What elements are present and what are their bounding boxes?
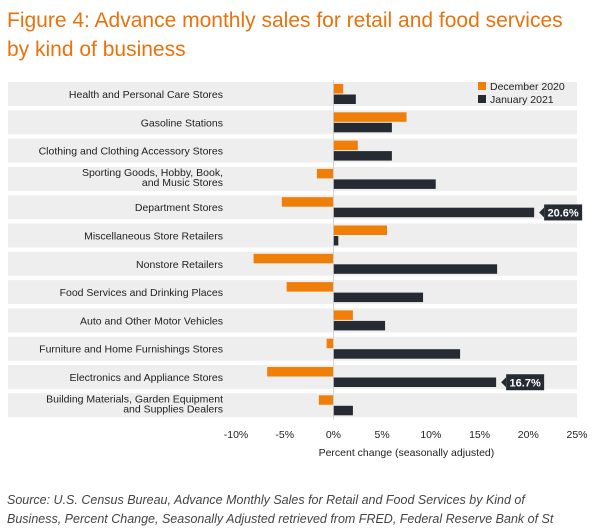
row-band-sporting-goods-hobby-book-and-music-stores: [8, 166, 577, 191]
source-note: Source: U.S. Census Bureau, Advance Mont…: [7, 491, 600, 529]
chart-title-line-1: Figure 4: Advance monthly sales for reta…: [7, 9, 563, 32]
category-label-department-stores-line-1: Department Stores: [135, 202, 223, 214]
x-tick-label: 0%: [326, 429, 341, 441]
category-label-gasoline-stations-line-1: Gasoline Stations: [141, 117, 223, 129]
callout-label-20-6: 20.6%: [548, 207, 579, 219]
bar-december-2020-sporting-goods-hobby-book-and-music-stores: [316, 168, 334, 179]
bar-january-2021-clothing-and-clothing-accessory-stores: [333, 151, 392, 161]
x-tick-label: 25%: [566, 429, 587, 441]
bar-chart: Health and Personal Care Stores Gasoline …: [8, 80, 588, 459]
bar-december-2020-auto-and-other-motor-vehicles: [333, 310, 353, 320]
x-tick-label: 20%: [518, 429, 539, 441]
category-label-sporting-goods-hobby-book-and-music-stores-line-2: and Music Stores: [142, 177, 223, 189]
callout-box-20-6: [544, 204, 583, 221]
category-label-auto-and-other-motor-vehicles-line-1: Auto and Other Motor Vehicles: [80, 315, 223, 327]
bar-december-2020-department-stores: [281, 197, 334, 207]
row-band-building-materials-garden-equipment-and-supplies-dealers: [8, 393, 577, 418]
category-label-nonstore-retailers-line-1: Nonstore Retailers: [136, 259, 223, 271]
bar-january-2021-building-materials-garden-equipment-and-supplies-dealers: [333, 405, 353, 416]
legend-swatch-january-2021: [478, 95, 486, 103]
bar-january-2021-furniture-and-home-furnishings-stores: [333, 349, 461, 359]
x-tick-label: 10%: [420, 429, 441, 441]
x-tick-label: 5%: [375, 429, 390, 441]
bar-january-2021-health-and-personal-care-stores: [333, 94, 356, 104]
bar-january-2021-nonstore-retailers: [333, 264, 498, 274]
category-label-health-and-personal-care-stores-line-1: Health and Personal Care Stores: [69, 89, 223, 101]
bar-december-2020-health-and-personal-care-stores: [333, 84, 344, 94]
bar-december-2020-nonstore-retailers: [253, 253, 334, 264]
legend-swatch-december-2020: [478, 82, 486, 90]
bar-december-2020-clothing-and-clothing-accessory-stores: [333, 140, 358, 151]
category-label-sporting-goods-hobby-book-and-music-stores-line-1: Sporting Goods, Hobby, Book,: [82, 167, 223, 179]
bar-december-2020-miscellaneous-store-retailers: [333, 225, 388, 235]
callout-pointer-20-6: [539, 207, 545, 218]
callout-box-16-7: [506, 374, 545, 391]
bar-january-2021-food-services-and-drinking-places: [333, 292, 424, 303]
x-tick-label: -10%: [224, 429, 249, 441]
category-label-building-materials-garden-equipment-and-supplies-dealers-line-2: and Supplies Dealers: [123, 403, 223, 415]
category-label-food-services-and-drinking-places-line-1: Food Services and Drinking Places: [60, 287, 223, 299]
row-band-gasoline-stations: [8, 110, 577, 135]
category-label-miscellaneous-store-retailers-line-1: Miscellaneous Store Retailers: [84, 231, 223, 243]
bar-january-2021-sporting-goods-hobby-book-and-music-stores: [333, 179, 436, 189]
row-band-miscellaneous-store-retailers: [8, 223, 577, 248]
bar-january-2021-department-stores: [333, 207, 535, 218]
bar-december-2020-furniture-and-home-furnishings-stores: [326, 338, 334, 349]
x-tick-label: 15%: [469, 429, 490, 441]
category-label-electronics-and-appliance-stores-line-1: Electronics and Appliance Stores: [69, 372, 223, 384]
bar-december-2020-electronics-and-appliance-stores: [267, 367, 334, 377]
bar-december-2020-gasoline-stations: [333, 112, 407, 122]
bar-january-2021-miscellaneous-store-retailers: [333, 236, 339, 246]
x-tick-label: -5%: [275, 429, 294, 441]
bar-january-2021-auto-and-other-motor-vehicles: [333, 320, 386, 331]
row-band-auto-and-other-motor-vehicles: [8, 308, 577, 333]
callout-pointer-16-7: [501, 377, 507, 388]
category-label-building-materials-garden-equipment-and-supplies-dealers-line-1: Building Materials, Garden Equipment: [46, 393, 223, 405]
callout-label-16-7: 16.7%: [510, 377, 541, 389]
category-label-clothing-and-clothing-accessory-stores-line-1: Clothing and Clothing Accessory Stores: [39, 146, 223, 158]
chart-title: Figure 4: Advance monthly sales for reta…: [7, 6, 597, 64]
row-band-furniture-and-home-furnishings-stores: [8, 336, 577, 361]
bar-january-2021-gasoline-stations: [333, 122, 392, 133]
legend-label-december-2020: December 2020: [490, 81, 565, 93]
bar-december-2020-building-materials-garden-equipment-and-supplies-dealers: [318, 395, 334, 405]
bar-january-2021-electronics-and-appliance-stores: [333, 377, 497, 387]
source-line-2: Business, Percent Change, Seasonally Adj…: [7, 512, 554, 526]
legend-label-january-2021: January 2021: [490, 94, 554, 106]
category-label-furniture-and-home-furnishings-stores-line-1: Furniture and Home Furnishings Stores: [39, 344, 223, 356]
bar-december-2020-food-services-and-drinking-places: [286, 282, 334, 292]
row-band-clothing-and-clothing-accessory-stores: [8, 138, 577, 163]
chart-title-line-2: by kind of business: [7, 38, 186, 61]
x-axis-label: Percent change (seasonally adjusted): [319, 447, 495, 459]
source-line-1: Source: U.S. Census Bureau, Advance Mont…: [7, 493, 525, 507]
